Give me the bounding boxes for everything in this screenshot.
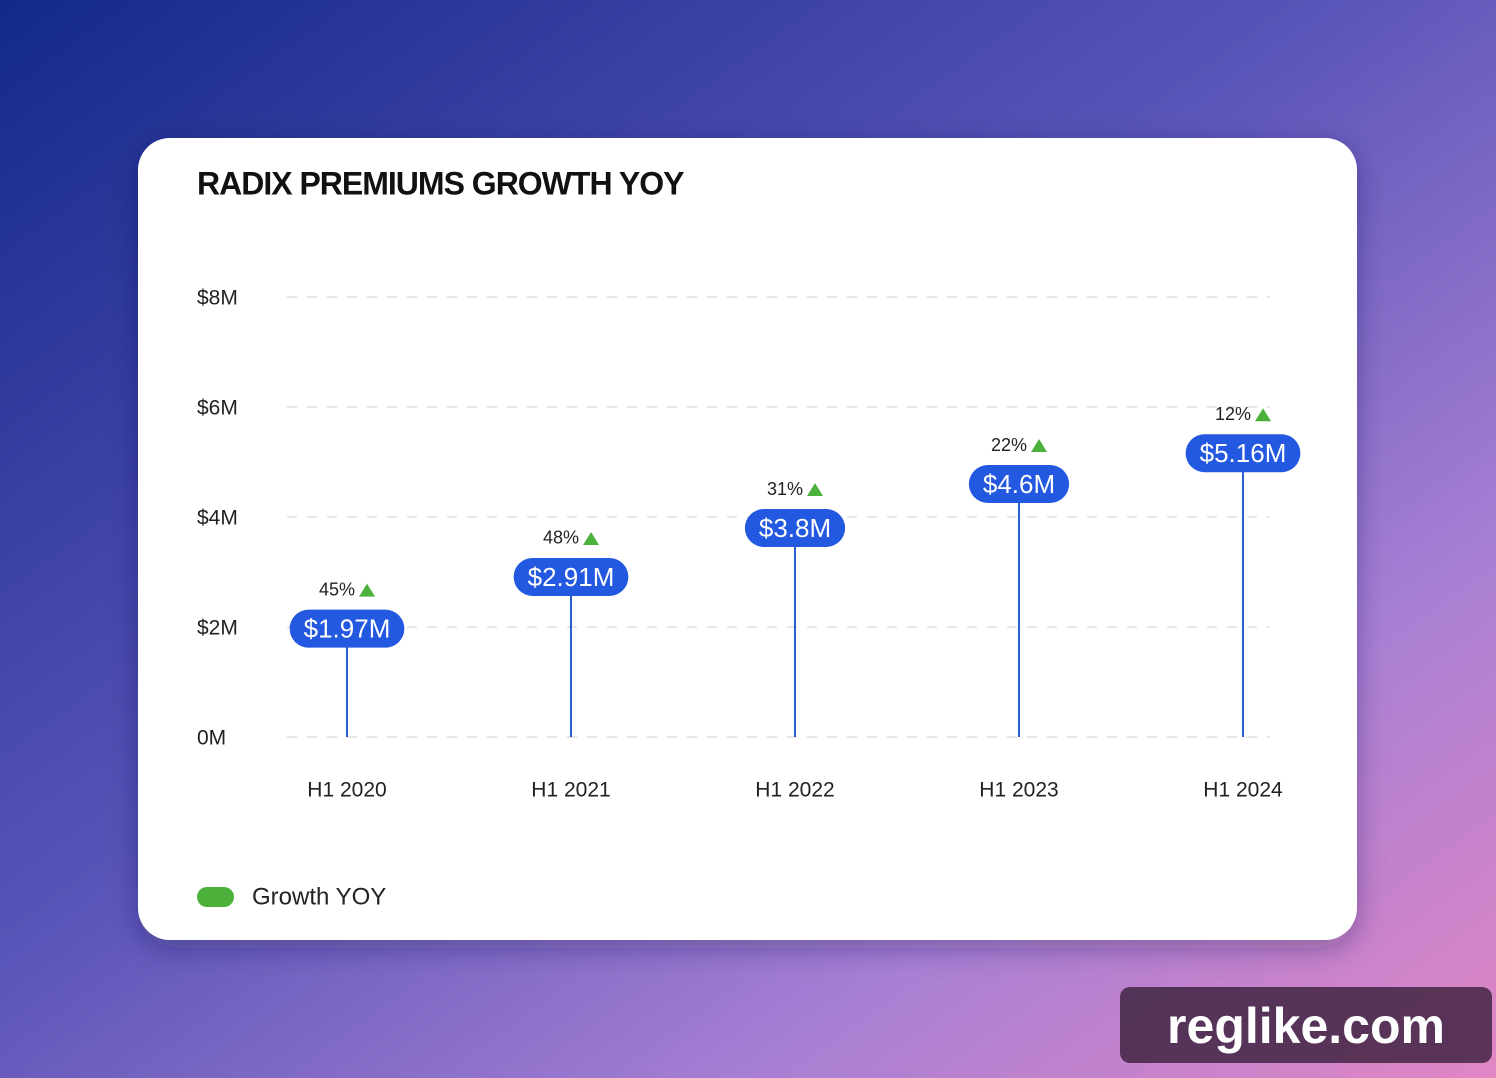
y-tick-label: $4M [197, 507, 238, 530]
x-tick-label: H1 2024 [1203, 779, 1283, 802]
growth-arrow [359, 583, 376, 597]
growth-arrow [1031, 439, 1048, 452]
value-pill [513, 557, 629, 596]
value-pill [289, 609, 405, 648]
y-tick-label: 0M [197, 727, 226, 750]
growth-label: 45% [319, 579, 355, 599]
value-label: $1.97M [304, 614, 391, 644]
y-tick-label: $6M [197, 397, 238, 420]
watermark: reglike.com [1167, 998, 1445, 1054]
growth-label: 12% [1215, 404, 1251, 424]
value-label: $2.91M [528, 562, 615, 592]
value-pill [744, 509, 846, 547]
watermark-box [1120, 987, 1492, 1063]
legend-swatch [197, 887, 234, 907]
y-tick-label: $2M [197, 617, 238, 640]
value-pill [968, 465, 1070, 503]
x-tick-label: H1 2022 [755, 779, 834, 802]
value-label: $3.8M [759, 513, 831, 543]
value-label: $4.6M [983, 469, 1055, 499]
y-tick-label: $8M [197, 287, 238, 310]
value-label: $5.16M [1200, 438, 1287, 468]
growth-label: 22% [991, 435, 1027, 455]
card [138, 138, 1357, 940]
growth-label: 48% [543, 528, 579, 548]
legend-label: Growth YOY [252, 883, 386, 910]
value-pill [1185, 434, 1301, 473]
growth-arrow [583, 531, 600, 545]
growth-arrow [1255, 408, 1272, 422]
x-tick-label: H1 2020 [307, 779, 386, 802]
x-tick-label: H1 2021 [531, 779, 610, 802]
growth-arrow [807, 483, 824, 496]
x-tick-label: H1 2023 [979, 779, 1058, 802]
chart-title: RADIX PREMIUMS GROWTH YOY [197, 165, 684, 201]
growth-label: 31% [767, 479, 803, 499]
